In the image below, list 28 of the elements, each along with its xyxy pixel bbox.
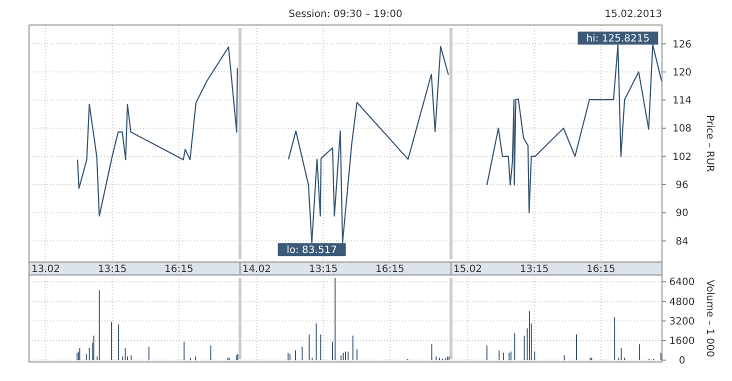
x-tick-label: 13:15 <box>520 264 549 275</box>
x-tick-label: 15.02 <box>453 264 482 275</box>
y-tick-label: 126 <box>672 39 692 50</box>
y-tick-label: 102 <box>672 152 692 163</box>
annotation: lo: 83.517 <box>286 245 338 256</box>
y-tick-label: 1600 <box>669 336 695 348</box>
y-tick-label: 96 <box>676 180 688 192</box>
y-tick-label: 6400 <box>669 277 695 288</box>
x-tick-label: 14.02 <box>242 264 271 275</box>
x-tick-label: 16:15 <box>164 264 194 275</box>
annotation: hi: 125.8215 <box>586 34 650 45</box>
y-tick-label: 120 <box>672 67 692 78</box>
y-tick-label: 114 <box>672 96 692 107</box>
y-tick-label: 84 <box>676 236 688 248</box>
x-tick-label: 16:15 <box>376 264 404 275</box>
x-tick-label: 16:15 <box>586 264 616 275</box>
y-axis-title: Price – RUR <box>704 115 715 172</box>
y-axis-title: Volume – 1 000 <box>704 280 715 358</box>
y-tick-label: 4800 <box>669 296 695 308</box>
text: 15.02.2013 <box>604 9 662 20</box>
x-tick-label: 13.02 <box>31 264 60 275</box>
y-tick-label: 3200 <box>669 316 695 328</box>
y-tick-label: 108 <box>672 124 692 135</box>
y-tick-label: 90 <box>676 208 688 220</box>
y-tick-label: 0 <box>678 356 686 367</box>
chart-title: Session: 09:30 – 19:00 <box>288 9 402 20</box>
x-tick-label: 13:15 <box>308 264 338 275</box>
x-tick-label: 13:15 <box>98 264 127 275</box>
